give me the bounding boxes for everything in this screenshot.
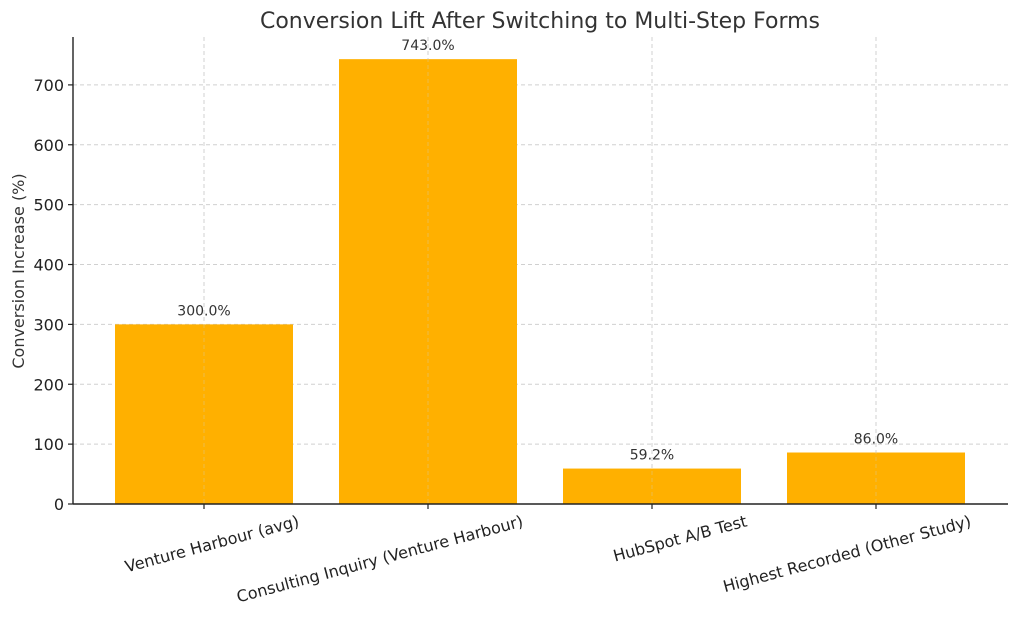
y-tick-label: 200 — [33, 375, 64, 394]
data-label: 59.2% — [630, 448, 674, 464]
y-tick-label: 600 — [33, 136, 64, 155]
x-ticks-layer: Venture Harbour (avg)Consulting Inquiry … — [123, 504, 973, 606]
data-label: 743.0% — [401, 38, 454, 54]
y-tick-label: 500 — [33, 196, 64, 215]
y-tick-label: 300 — [33, 315, 64, 334]
y-tick-label: 400 — [33, 256, 64, 275]
x-tick-label: Highest Recorded (Other Study) — [721, 512, 973, 597]
bar — [787, 452, 965, 504]
bar — [115, 324, 293, 504]
bars-layer — [115, 37, 965, 505]
axes-layer — [72, 37, 1008, 505]
x-tick-label: HubSpot A/B Test — [611, 512, 749, 566]
y-axis-label: Conversion Increase (%) — [9, 173, 28, 368]
x-tick-label: Venture Harbour (avg) — [123, 512, 301, 577]
y-tick-label: 0 — [54, 495, 64, 514]
data-label: 86.0% — [854, 432, 898, 448]
bar — [339, 59, 517, 505]
y-ticks-layer: 0 100 200 300 400 500 600 700 — [33, 76, 73, 514]
bar — [563, 468, 741, 504]
data-labels-layer: 300.0% 743.0% 59.2% 86.0% — [177, 38, 898, 463]
y-tick-label: 700 — [33, 76, 64, 95]
chart-title: Conversion Lift After Switching to Multi… — [260, 9, 820, 34]
y-tick-label: 100 — [33, 435, 64, 454]
data-label: 300.0% — [177, 303, 230, 319]
